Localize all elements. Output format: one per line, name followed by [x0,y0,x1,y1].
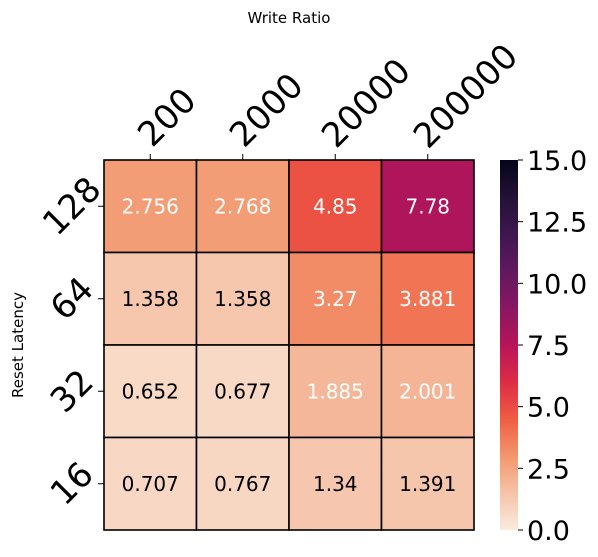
cell-value-label: 1.34 [313,472,358,496]
y-axis-label: Reset Latency [9,292,27,398]
heatmap-cell [195,159,290,254]
heatmap-cell [195,251,290,346]
y-tick-labels: 128 64 32 16 [35,169,109,513]
cell-value-label: 2.768 [214,194,271,218]
heatmap-cell [103,159,198,254]
cell-value-label: 1.358 [214,287,271,311]
cell-value-label: 0.652 [122,379,179,403]
heatmap-cell [103,436,198,531]
cell-value-label: 0.707 [122,472,179,496]
heatmap-cell [380,344,475,439]
heatmap-cell [195,344,290,439]
colorbar-tick-label: 5.0 [527,393,570,424]
heatmap-cell [380,251,475,346]
x-tick-label: 200000 [406,36,526,156]
cell-value-label: 2.756 [122,194,179,218]
colorbar-tick-label: 2.5 [527,454,570,485]
x-tick-label: 20000 [314,51,419,156]
heatmap-cell [195,436,290,531]
cell-value-label: 4.85 [313,194,358,218]
colorbar-tick-label: 7.5 [527,331,570,362]
y-tick-label: 32 [43,362,102,421]
x-axis-label: Write Ratio [248,9,331,27]
heatmap-cell [380,159,475,254]
colorbar-tick-label: 0.0 [527,516,570,547]
heatmap-value-labels: 2.756 2.768 4.85 7.78 1.358 1.358 3.27 3.881 0.6… [122,194,457,496]
cell-value-label: 2.001 [399,379,456,403]
colorbar-tick-label: 12.5 [527,208,587,239]
colorbar-tick-label: 10.0 [527,269,587,300]
colorbar-tick-labels: 0.0 2.5 5.0 7.5 10.0 12.5 15.0 [518,146,587,547]
colorbar [500,160,518,530]
cell-value-label: 1.358 [122,287,179,311]
y-tick-label: 16 [43,455,102,514]
y-tick-label: 64 [43,270,102,329]
x-tick-label: 2000 [222,66,311,155]
cell-value-label: 7.78 [405,194,450,218]
x-tick-label: 200 [130,81,204,155]
cell-value-label: 0.677 [214,379,271,403]
y-tick-label: 128 [35,169,109,243]
cell-value-label: 1.391 [399,472,456,496]
cell-value-label: 3.881 [399,287,456,311]
cell-value-label: 3.27 [313,287,358,311]
heatmap-cells [103,159,475,531]
cell-value-label: 1.885 [307,379,364,403]
colorbar-tick-label: 15.0 [527,146,587,177]
heatmap-cell [380,436,475,531]
cell-value-label: 0.767 [214,472,271,496]
